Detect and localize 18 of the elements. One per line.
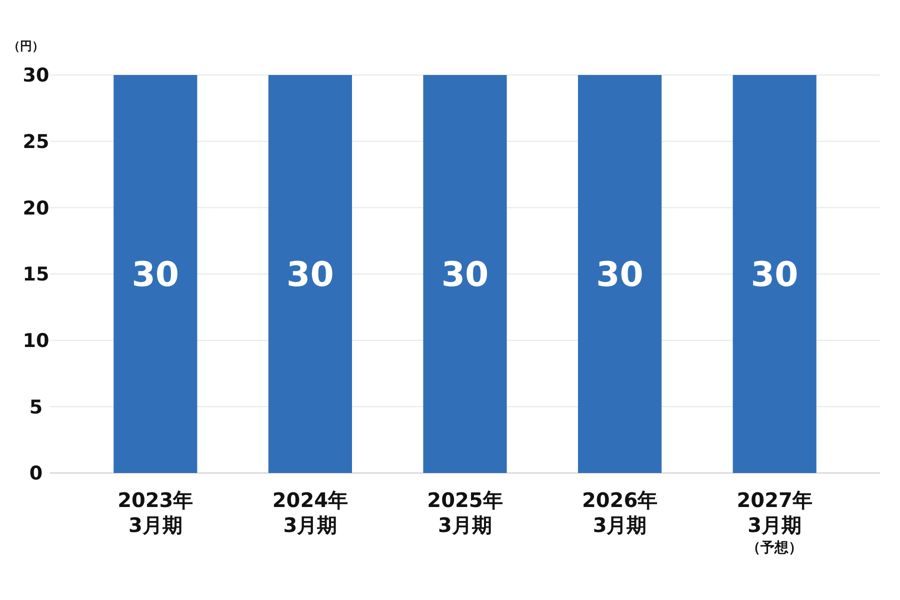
data-label: 30	[286, 254, 334, 295]
y-tick-label: 25	[22, 130, 50, 153]
x-tick-label: 2024年3月期	[272, 488, 348, 537]
y-tick-label: 30	[22, 64, 50, 87]
y-tick-label: 20	[22, 197, 50, 220]
data-label: 30	[596, 254, 644, 295]
data-label: 30	[441, 254, 489, 295]
y-tick-label: 0	[29, 462, 43, 485]
x-tick-label: 2025年3月期	[427, 488, 503, 537]
y-tick-label: 5	[29, 396, 43, 418]
x-tick-label: 2026年3月期	[582, 488, 658, 537]
data-label: 30	[750, 254, 798, 295]
data-label: 30	[132, 254, 180, 295]
x-tick-label: 2023年3月期	[118, 488, 194, 537]
y-axis-title: （円）	[8, 39, 44, 53]
x-tick-label: 2027年3月期（予想）	[736, 488, 812, 556]
y-tick-label: 10	[22, 330, 50, 352]
y-tick-label: 15	[22, 264, 50, 286]
